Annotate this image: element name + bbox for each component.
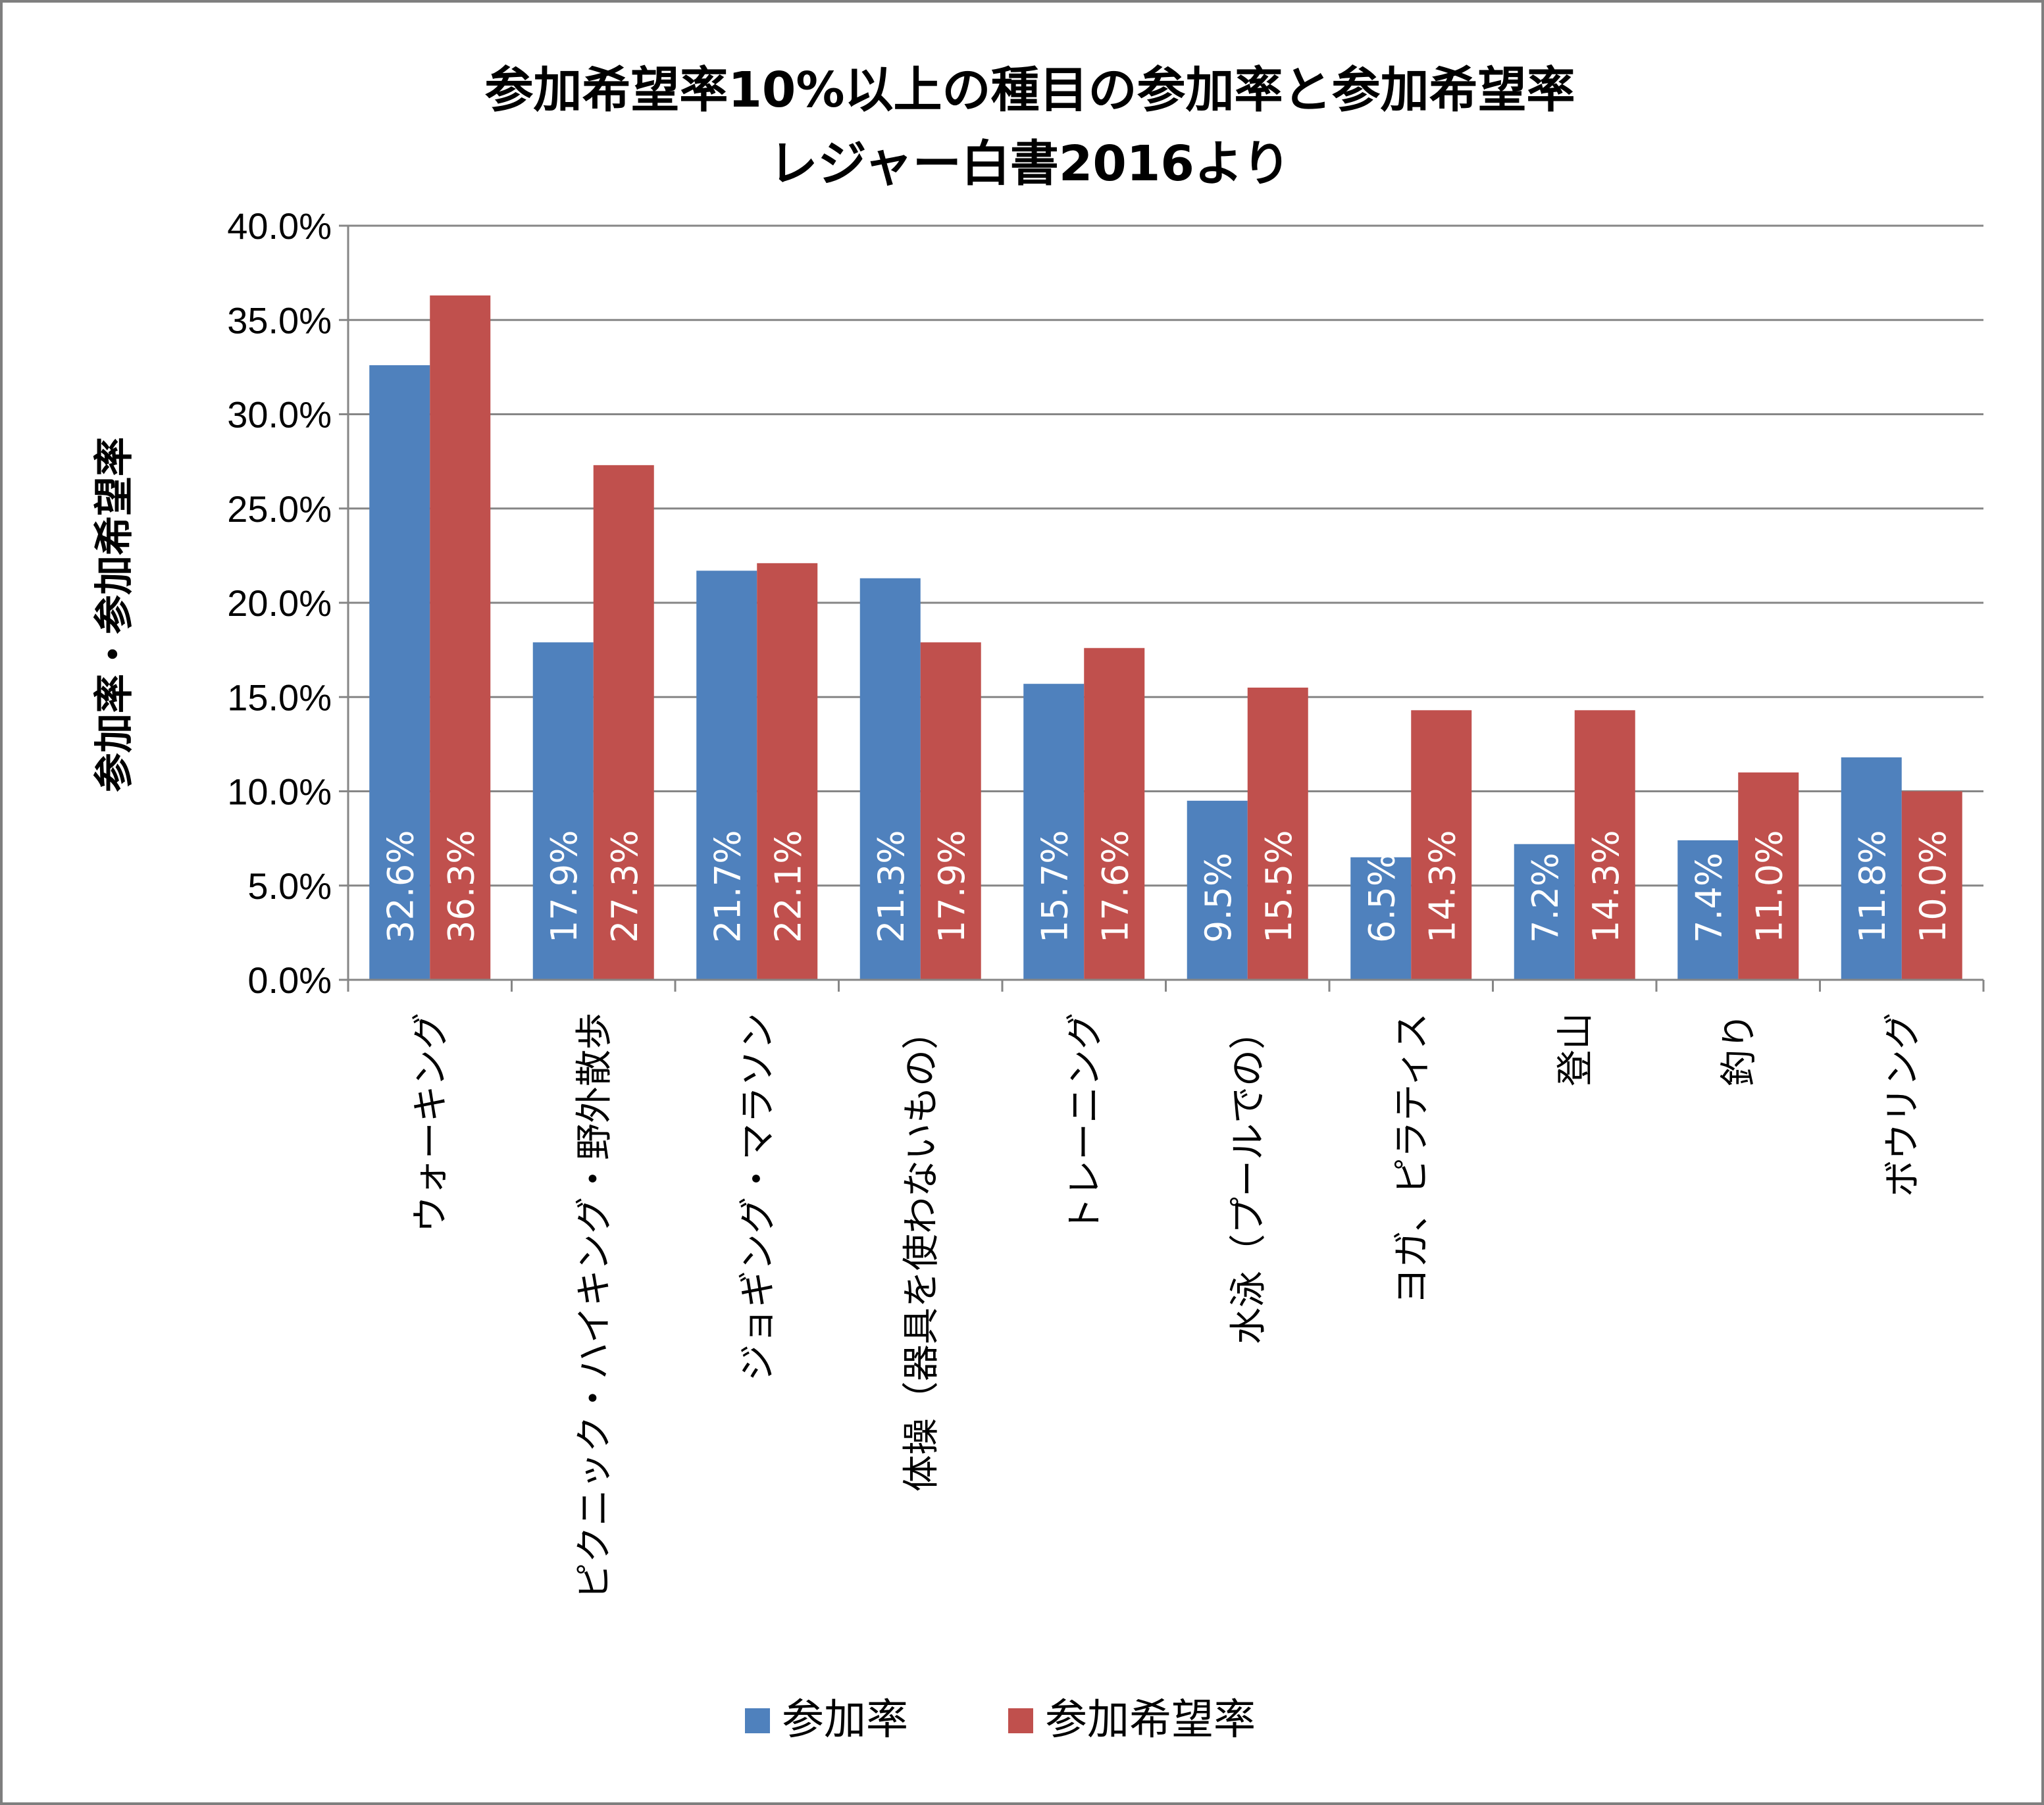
data-label: 21.3% — [871, 830, 912, 943]
data-label: 6.5% — [1361, 853, 1402, 943]
bar-participation — [532, 642, 594, 980]
bar-desired-participation — [1411, 710, 1472, 980]
bar-participation — [1514, 844, 1575, 980]
data-label: 9.5% — [1198, 853, 1239, 943]
category-label: 体操（器具を使わないもの） — [900, 1013, 943, 1492]
category-label: ジョギング・マラソン — [736, 1013, 779, 1381]
bar-participation — [1350, 857, 1412, 980]
chart-canvas: 参加希望率10%以上の種目の参加率と参加希望率 レジャー白書2016より 参加率… — [91, 62, 1985, 1744]
bar-participation — [1841, 757, 1902, 980]
chart-subtitle: レジャー白書2016より — [769, 136, 1291, 192]
data-label: 15.5% — [1258, 830, 1300, 943]
legend-swatch-participation — [745, 1708, 770, 1733]
y-tick-label: 0.0% — [247, 959, 332, 1001]
data-label: 15.7% — [1034, 830, 1075, 943]
data-label: 7.4% — [1688, 853, 1729, 943]
category-label: 釣り — [1718, 1013, 1760, 1086]
data-label: 10.0% — [1912, 830, 1954, 943]
bar-desired-participation — [920, 642, 981, 980]
data-label: 32.6% — [380, 830, 421, 943]
y-tick-label: 15.0% — [227, 676, 332, 718]
legend-label: 参加希望率 — [1045, 1696, 1256, 1744]
legend: 参加率 参加希望率 — [745, 1696, 1256, 1744]
category-label: ピクニック・ハイキング・野外散歩 — [573, 1013, 616, 1600]
bar-participation — [369, 365, 430, 980]
y-tick-label: 35.0% — [227, 299, 332, 341]
category-label: ヨガ、ピラティス — [1391, 1013, 1433, 1305]
data-label: 17.6% — [1094, 830, 1136, 943]
bar-desired-participation — [1084, 648, 1145, 980]
bar-desired-participation — [757, 563, 818, 980]
data-label: 11.8% — [1852, 830, 1893, 943]
bar-desired-participation — [1247, 687, 1308, 980]
bar-desired-participation — [1901, 791, 1962, 980]
legend-swatch-desired — [1008, 1708, 1033, 1733]
axes — [347, 226, 1985, 992]
data-label: 11.0% — [1749, 830, 1790, 943]
y-tick-label: 40.0% — [227, 205, 332, 247]
category-label: 水泳（プールでの） — [1227, 1013, 1270, 1344]
data-label: 7.2% — [1525, 853, 1566, 943]
data-label: 14.3% — [1421, 830, 1463, 943]
data-label: 22.1% — [767, 830, 809, 943]
bar-participation — [1677, 840, 1739, 980]
data-label: 17.9% — [931, 830, 973, 943]
category-label: 登山 — [1554, 1013, 1597, 1086]
legend-label: 参加率 — [782, 1696, 908, 1744]
bar-desired-participation — [1738, 772, 1799, 980]
data-label: 21.7% — [707, 830, 748, 943]
y-tick-labels: 0.0% 5.0% 10.0% 15.0% 20.0% 25.0% 30.0% 35.0% 40… — [227, 205, 332, 1001]
data-label: 17.9% — [544, 830, 585, 943]
bars — [369, 295, 1962, 980]
y-tick-label: 30.0% — [227, 394, 332, 436]
chart-title: 参加希望率10%以上の種目の参加率と参加希望率 — [484, 62, 1575, 118]
category-label: トレーニング — [1063, 1013, 1106, 1234]
y-tick-label: 20.0% — [227, 582, 332, 624]
bar-participation — [1023, 684, 1085, 980]
bar-desired-participation — [1574, 710, 1635, 980]
data-label: 14.3% — [1585, 830, 1627, 943]
data-labels: 32.6% 36.3% 17.9% 27.3% 21.7% 22.1% 21.3% 17.9%… — [380, 830, 1954, 943]
category-labels: ウォーキング ピクニック・ハイキング・野外散歩 ジョギング・マラソン 体操（器具を使わ… — [409, 1013, 1924, 1600]
category-label: ボウリング — [1881, 1013, 1924, 1197]
bar-participation — [859, 578, 921, 980]
data-label: 27.3% — [604, 830, 646, 943]
y-axis-label: 参加率・参加希望率 — [91, 437, 138, 792]
bar-desired-participation — [430, 295, 491, 980]
y-tick-label: 5.0% — [247, 865, 332, 907]
bar-participation — [696, 571, 757, 980]
y-tick-label: 10.0% — [227, 771, 332, 813]
category-label: ウォーキング — [409, 1013, 452, 1233]
y-tick-label: 25.0% — [227, 488, 332, 530]
data-label: 36.3% — [440, 830, 482, 943]
bar-participation — [1187, 800, 1248, 980]
bar-desired-participation — [593, 465, 654, 980]
